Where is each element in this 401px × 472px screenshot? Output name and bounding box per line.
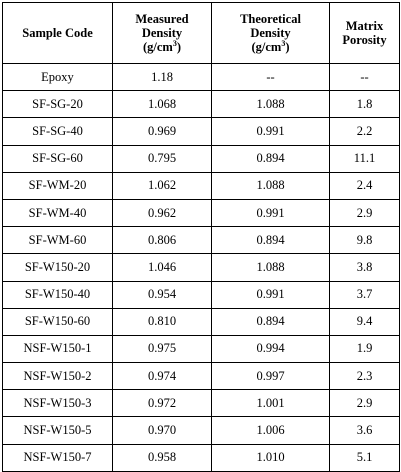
cell-measured-density: 0.795 bbox=[112, 144, 212, 173]
cell-theoretical-density: 0.991 bbox=[211, 198, 330, 228]
cell-matrix-porosity: 1.8 bbox=[329, 90, 400, 119]
cell-matrix-porosity: 9.8 bbox=[329, 226, 400, 255]
cell-theoretical-density: 0.994 bbox=[211, 334, 330, 364]
header-theoretical-unit-close: ) bbox=[285, 40, 290, 54]
header-theoretical-line1: Theoretical bbox=[240, 12, 301, 26]
cell-theoretical-density: 1.088 bbox=[211, 171, 330, 200]
header-measured-unit: (g/cm3) bbox=[113, 38, 211, 54]
cell-theoretical-density: 0.894 bbox=[211, 226, 330, 255]
table-row: SF-WM-40 0.962 0.991 2.9 bbox=[2, 198, 400, 228]
cell-theoretical-density: 0.894 bbox=[211, 144, 330, 173]
table-row: NSF-W150-2 0.974 0.997 2.3 bbox=[2, 362, 400, 391]
cell-matrix-porosity: 2.2 bbox=[329, 117, 400, 146]
table-row: NSF-W150-1 0.975 0.994 1.9 bbox=[2, 334, 400, 364]
header-theoretical-line2: Density bbox=[250, 26, 291, 40]
header-theoretical-unit-sup: 3 bbox=[281, 38, 286, 48]
table-row: Epoxy 1.18 -- -- bbox=[2, 62, 400, 92]
cell-matrix-porosity: 1.9 bbox=[329, 334, 400, 364]
header-porosity-line1: Matrix bbox=[345, 19, 384, 33]
cell-measured-density: 0.969 bbox=[112, 117, 212, 146]
table-row: SF-W150-60 0.810 0.894 9.4 bbox=[2, 307, 400, 336]
header-sample-code-label: Sample Code bbox=[22, 26, 93, 40]
header-measured-density: Measured Density (g/cm3) bbox=[112, 2, 212, 64]
header-theoretical-unit-text: (g/cm bbox=[251, 40, 282, 54]
table-body: Epoxy 1.18 -- -- SF-SG-20 1.068 1.088 1.… bbox=[2, 62, 400, 472]
cell-sample-code: SF-W150-40 bbox=[2, 280, 113, 309]
table-row: SF-W150-40 0.954 0.991 3.7 bbox=[2, 280, 400, 309]
header-measured-unit-text: (g/cm bbox=[142, 40, 173, 54]
cell-theoretical-density: 0.991 bbox=[211, 117, 330, 146]
cell-sample-code: SF-WM-40 bbox=[2, 198, 113, 228]
cell-measured-density: 0.806 bbox=[112, 226, 212, 255]
cell-sample-code: NSF-W150-2 bbox=[2, 362, 113, 391]
table-row: SF-W150-20 1.046 1.088 3.8 bbox=[2, 253, 400, 282]
table-row: NSF-W150-5 0.970 1.006 3.6 bbox=[2, 416, 400, 445]
cell-measured-density: 0.962 bbox=[112, 198, 212, 228]
cell-matrix-porosity: 11.1 bbox=[329, 144, 400, 173]
cell-sample-code: SF-W150-20 bbox=[2, 253, 113, 282]
cell-theoretical-density: 1.088 bbox=[211, 253, 330, 282]
cell-matrix-porosity: -- bbox=[329, 62, 400, 92]
header-theoretical-density: Theoretical Density (g/cm3) bbox=[211, 2, 330, 64]
cell-measured-density: 1.062 bbox=[112, 171, 212, 200]
cell-sample-code: SF-SG-60 bbox=[2, 144, 113, 173]
cell-matrix-porosity: 2.9 bbox=[329, 198, 400, 228]
header-measured-line1: Measured bbox=[135, 12, 189, 26]
cell-theoretical-density: 1.001 bbox=[211, 389, 330, 418]
cell-matrix-porosity: 2.4 bbox=[329, 171, 400, 200]
header-measured-line2: Density bbox=[141, 26, 183, 40]
cell-matrix-porosity: 3.8 bbox=[329, 253, 400, 282]
cell-theoretical-density: 0.997 bbox=[211, 362, 330, 391]
cell-theoretical-density: 0.991 bbox=[211, 280, 330, 309]
cell-theoretical-density: 0.894 bbox=[211, 307, 330, 336]
cell-sample-code: Epoxy bbox=[2, 62, 113, 92]
cell-matrix-porosity: 2.3 bbox=[329, 362, 400, 391]
table-row: SF-WM-60 0.806 0.894 9.8 bbox=[2, 226, 400, 255]
cell-sample-code: SF-SG-20 bbox=[2, 90, 113, 119]
table-row: SF-SG-60 0.795 0.894 11.1 bbox=[2, 144, 400, 173]
cell-measured-density: 0.810 bbox=[112, 307, 212, 336]
cell-sample-code: SF-WM-20 bbox=[2, 171, 113, 200]
cell-matrix-porosity: 3.6 bbox=[329, 416, 400, 445]
header-porosity-line2: Porosity bbox=[342, 33, 387, 47]
cell-matrix-porosity: 3.7 bbox=[329, 280, 400, 309]
cell-measured-density: 0.954 bbox=[112, 280, 212, 309]
cell-sample-code: NSF-W150-3 bbox=[2, 389, 113, 418]
cell-matrix-porosity: 2.9 bbox=[329, 389, 400, 418]
header-measured-unit-close: ) bbox=[176, 40, 182, 54]
table-row: SF-WM-20 1.062 1.088 2.4 bbox=[2, 171, 400, 200]
cell-matrix-porosity: 5.1 bbox=[329, 443, 400, 472]
cell-sample-code: NSF-W150-1 bbox=[2, 334, 113, 364]
header-row: Sample Code Measured Density (g/cm3) The… bbox=[2, 2, 400, 64]
cell-measured-density: 1.046 bbox=[112, 253, 212, 282]
header-sample-code: Sample Code bbox=[2, 2, 113, 64]
cell-measured-density: 0.972 bbox=[112, 389, 212, 418]
cell-theoretical-density: 1.006 bbox=[211, 416, 330, 445]
cell-theoretical-density: -- bbox=[211, 62, 330, 92]
header-theoretical-unit: (g/cm3) bbox=[212, 38, 329, 54]
cell-measured-density: 1.068 bbox=[112, 90, 212, 119]
cell-measured-density: 0.975 bbox=[112, 334, 212, 364]
header-matrix-porosity: Matrix Porosity bbox=[329, 2, 400, 64]
cell-sample-code: SF-W150-60 bbox=[2, 307, 113, 336]
cell-measured-density: 0.970 bbox=[112, 416, 212, 445]
cell-measured-density: 1.18 bbox=[112, 62, 212, 92]
cell-theoretical-density: 1.088 bbox=[211, 90, 330, 119]
table-row: NSF-W150-7 0.958 1.010 5.1 bbox=[2, 443, 400, 472]
cell-sample-code: SF-SG-40 bbox=[2, 117, 113, 146]
table-row: NSF-W150-3 0.972 1.001 2.9 bbox=[2, 389, 400, 418]
header-measured-unit-sup: 3 bbox=[172, 38, 177, 48]
cell-theoretical-density: 1.010 bbox=[211, 443, 330, 472]
cell-matrix-porosity: 9.4 bbox=[329, 307, 400, 336]
table-row: SF-SG-20 1.068 1.088 1.8 bbox=[2, 90, 400, 119]
cell-sample-code: NSF-W150-7 bbox=[2, 443, 113, 472]
cell-sample-code: SF-WM-60 bbox=[2, 226, 113, 255]
cell-sample-code: NSF-W150-5 bbox=[2, 416, 113, 445]
cell-measured-density: 0.958 bbox=[112, 443, 212, 472]
table-row: SF-SG-40 0.969 0.991 2.2 bbox=[2, 117, 400, 146]
cell-measured-density: 0.974 bbox=[112, 362, 212, 391]
